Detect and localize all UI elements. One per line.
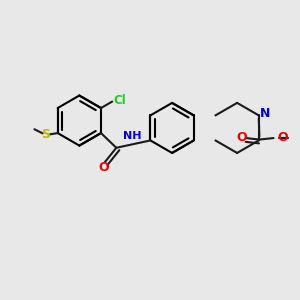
Text: O: O	[98, 161, 109, 174]
Text: O: O	[277, 131, 288, 144]
Text: N: N	[260, 107, 271, 120]
Text: Cl: Cl	[114, 94, 126, 107]
Text: S: S	[41, 128, 50, 141]
Text: O: O	[236, 131, 247, 144]
Text: NH: NH	[123, 131, 141, 141]
